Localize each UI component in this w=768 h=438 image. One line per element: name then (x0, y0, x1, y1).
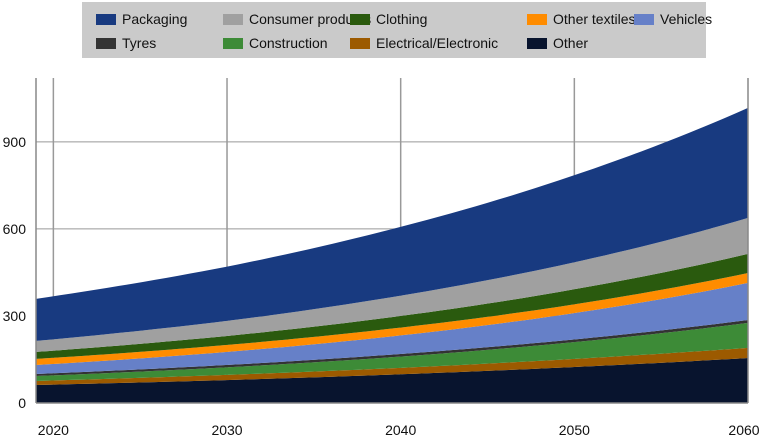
legend-label: Other textiles (553, 11, 636, 27)
legend-item: Vehicles (634, 11, 712, 27)
legend-label: Clothing (376, 11, 428, 27)
legend-swatch (223, 37, 243, 49)
legend-label: Tyres (122, 35, 157, 51)
x-tick-label: 2050 (559, 422, 590, 438)
y-tick-label: 600 (3, 221, 27, 237)
area-other-textiles (36, 273, 748, 365)
legend-swatch (527, 37, 547, 49)
area-packaging (36, 107, 748, 341)
legend-item: Consumer products (223, 11, 371, 27)
legend-swatch (350, 37, 370, 49)
x-tick-label: 2030 (211, 422, 242, 438)
legend-label: Consumer products (249, 11, 372, 27)
area-clothing (36, 253, 748, 359)
y-tick-label: 900 (3, 134, 27, 150)
legend-swatch (96, 13, 116, 25)
legend-label: Packaging (122, 11, 188, 27)
area-electrical-electronic (36, 347, 748, 386)
y-tick-label: 0 (18, 395, 26, 411)
legend: Packaging Consumer products Clothing Other … (82, 2, 712, 58)
legend-item: Clothing (350, 11, 427, 27)
legend-item: Other (527, 35, 588, 51)
legend-item: Packaging (96, 11, 187, 27)
legend-label: Other (553, 35, 589, 51)
x-tick-label: 2060 (728, 422, 759, 438)
legend-item: Construction (223, 35, 328, 51)
x-tick-label: 2020 (38, 422, 69, 438)
legend-swatch (350, 13, 370, 25)
legend-swatch (223, 13, 243, 25)
legend-item: Electrical/Electronic (350, 35, 498, 51)
legend-swatch (527, 13, 547, 25)
legend-label: Construction (249, 35, 328, 51)
area-construction (36, 322, 748, 381)
legend-item: Tyres (96, 35, 156, 51)
legend-label: Vehicles (660, 11, 713, 27)
legend-swatch (634, 13, 654, 25)
y-tick-label: 300 (3, 308, 27, 324)
legend-item: Other textiles (527, 11, 635, 27)
area-other (36, 358, 748, 403)
area-vehicles (36, 282, 748, 374)
x-tick-label: 2040 (385, 422, 416, 438)
legend-label: Electrical/Electronic (376, 35, 499, 51)
legend-swatch (96, 37, 116, 49)
area-consumer-products (36, 217, 748, 352)
